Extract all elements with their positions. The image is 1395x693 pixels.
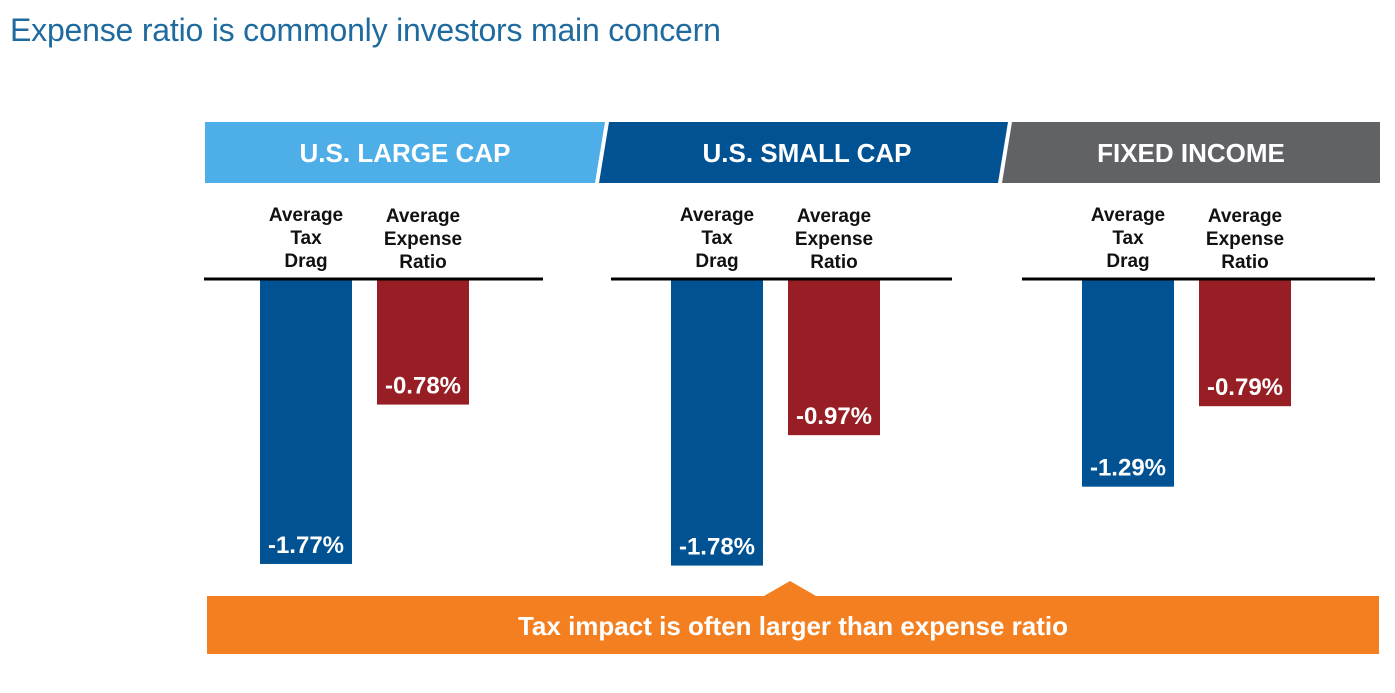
series-label: Ratio [810,252,858,273]
bar-value-label: -0.79% [1207,374,1283,401]
page-title: Expense ratio is commonly investors main… [10,12,721,48]
expense-ratio-bar [377,279,469,405]
series-label: Expense [795,229,873,250]
series-label: Ratio [399,252,447,273]
category-header-label: U.S. LARGE CAP [300,138,511,168]
bar-value-label: -1.77% [268,532,344,559]
expense-ratio-bar [1199,279,1291,407]
series-label: Tax [1112,228,1144,249]
category-header-3 [1002,122,1380,183]
series-label: Tax [290,228,322,249]
series-label: Expense [384,229,462,250]
series-label: Average [269,205,343,226]
series-label: Drag [284,251,327,272]
series-label: Tax [701,228,733,249]
expense-ratio-bar [788,279,880,436]
bar-value-label: -0.97% [796,403,872,430]
series-label: Ratio [1221,252,1269,273]
series-label: Average [386,206,460,227]
category-header-label: FIXED INCOME [1097,138,1285,168]
series-label: Drag [695,251,738,272]
series-label: Average [1208,206,1282,227]
callout-text: Tax impact is often larger than expense … [518,611,1068,641]
tax-drag-bar [1082,279,1174,487]
category-header-2 [599,122,1008,183]
series-label: Average [1091,205,1165,226]
callout-banner [207,581,1379,654]
category-header-1 [205,122,605,183]
bar-value-label: -1.78% [679,534,755,561]
series-label: Expense [1206,229,1284,250]
tax-drag-bar [260,279,352,564]
category-header-label: U.S. SMALL CAP [703,138,912,168]
bar-value-label: -0.78% [385,373,461,400]
series-label: Drag [1106,251,1149,272]
bar-value-label: -1.29% [1090,455,1166,482]
series-label: Average [797,206,871,227]
series-label: Average [680,205,754,226]
tax-drag-bar [671,279,763,566]
